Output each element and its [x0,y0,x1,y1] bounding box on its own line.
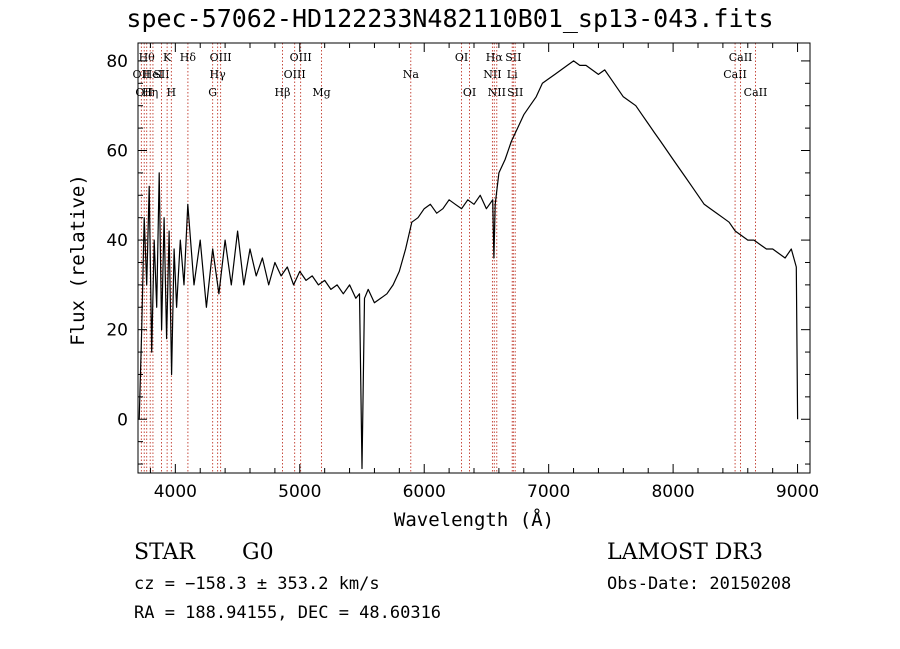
marker-label: Na [403,68,420,81]
marker-label: SII [507,86,523,99]
marker-label: HeI [143,68,163,81]
marker-label: OII [135,86,153,99]
x-tick-label: 8000 [651,482,694,502]
survey-name: LAMOST DR3 [607,540,763,565]
x-tick-label: 6000 [403,482,446,502]
y-axis-label: Flux (relative) [67,174,89,346]
axes: 4000 5000 6000 7000 8000 9000 0 20 40 60 80 [106,42,819,502]
y-tick-label: 20 [106,321,128,341]
redshift-readout: cz = −158.3 ± 353.2 km/s [134,574,380,594]
marker-label: K [163,51,172,64]
object-class: STAR [134,540,195,565]
marker-label: CaII [723,68,747,81]
x-tick-label: 4000 [154,482,197,502]
marker-label: OI [455,51,468,64]
y-tick-label: 60 [106,142,128,162]
marker-label: Hη [142,86,158,99]
marker-label: SII [153,68,169,81]
series [138,60,799,470]
y-tick-label: 40 [106,231,128,251]
marker-label: OIII [284,68,306,81]
marker-label: Li [507,68,518,81]
marker-label: Mg [312,86,330,99]
marker-label: H [167,86,177,99]
marker-label: OIII [290,51,312,64]
spectrum-line [138,60,799,470]
marker-label: Hα [486,51,504,64]
marker-label: NII [483,68,501,81]
y-tick-label: 0 [117,410,128,430]
marker-label: Hβ [275,86,291,99]
x-tick-label: 5000 [278,482,321,502]
line-markers: OIIOIIHθHηHeISIIKHHδGHγOIIIHβOIIIOIIIMgN… [133,43,768,473]
y-tick-label: 80 [106,52,128,72]
coordinates-readout: RA = 188.94155, DEC = 48.60316 [134,603,442,623]
marker-label: OI [463,86,476,99]
marker-label: CaII [729,51,753,64]
marker-label: NII [488,86,506,99]
chart-title: spec-57062-HD122233N482110B01_sp13-043.f… [126,4,774,33]
x-tick-label: 9000 [776,482,819,502]
marker-label: G [208,86,217,99]
marker-label: Hγ [210,68,227,81]
marker-label: CaII [744,86,768,99]
obs-date-readout: Obs-Date: 20150208 [607,574,792,594]
marker-label: Hδ [180,51,197,64]
marker-label: OIII [210,51,232,64]
x-tick-label: 7000 [527,482,570,502]
plot-frame [137,42,811,474]
spectral-type: G0 [242,540,274,565]
x-axis-label: Wavelength (Å) [393,509,555,531]
marker-label: OII [133,68,151,81]
marker-label: SII [505,51,521,64]
